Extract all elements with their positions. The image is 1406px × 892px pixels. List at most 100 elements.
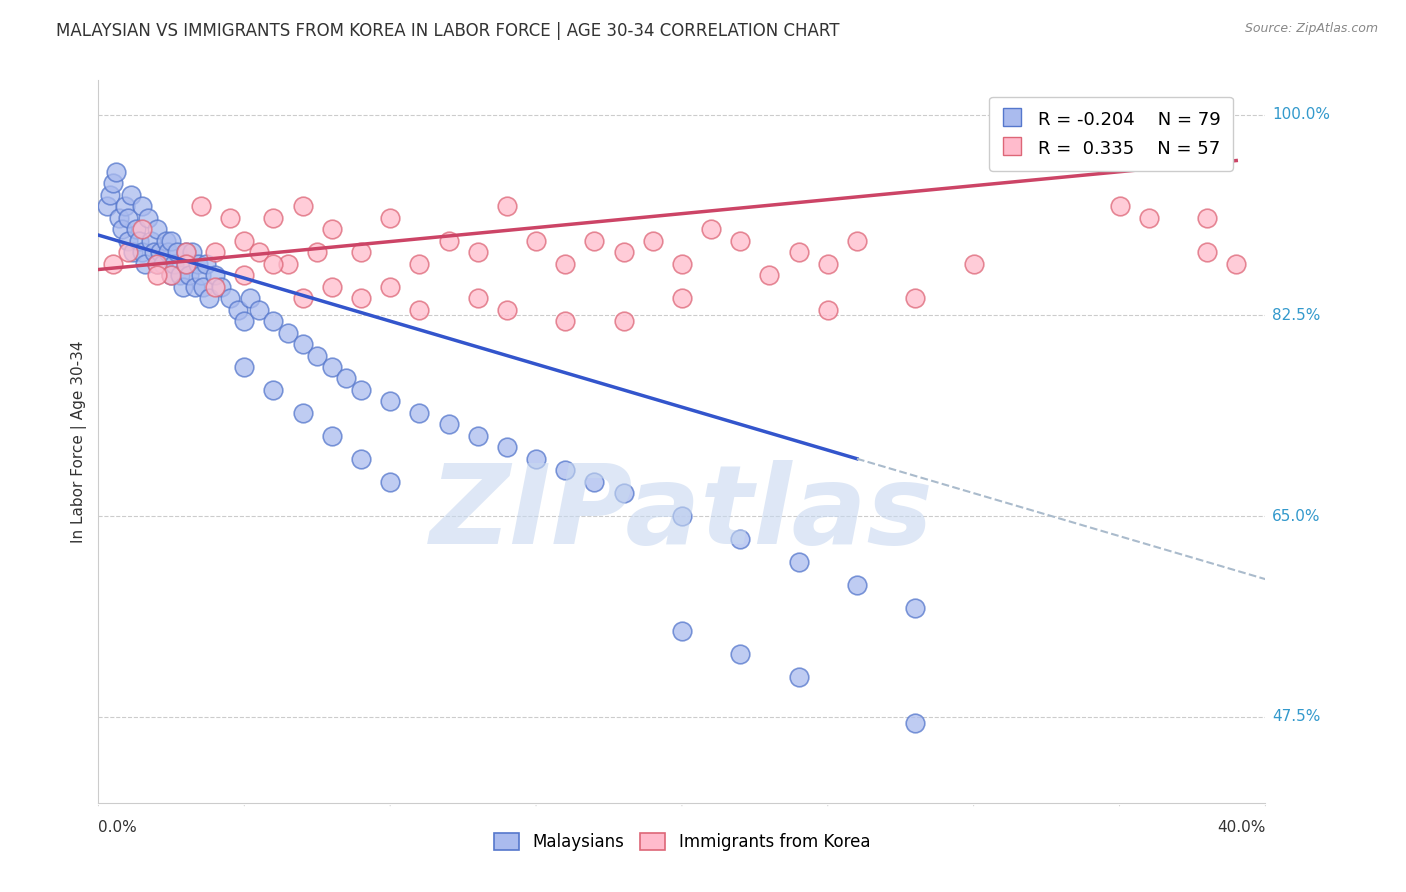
Point [193,279,215,293]
Point [1197,245,1219,260]
Point [149,245,172,260]
Point [174,245,197,260]
Point [117,211,139,225]
Point [730,532,752,546]
Point [125,222,148,236]
Point [146,268,169,283]
Point [101,257,124,271]
Point [787,555,810,569]
Point [1108,199,1130,213]
Point [263,314,285,328]
Point [131,222,153,236]
Point [160,268,183,283]
Point [233,268,256,283]
Point [291,199,314,213]
Point [101,177,124,191]
Point [291,406,314,420]
Point [380,211,402,225]
Point [730,234,752,248]
Point [817,257,839,271]
Point [1225,257,1247,271]
Point [169,268,191,283]
Point [204,245,226,260]
Point [163,257,186,271]
Text: 100.0%: 100.0% [1272,107,1330,122]
Point [730,647,752,661]
Point [380,279,402,293]
Point [108,211,131,225]
Point [146,222,169,236]
Point [195,257,218,271]
Point [904,715,927,730]
Text: 0.0%: 0.0% [98,820,138,835]
Point [122,245,145,260]
Point [467,245,489,260]
Text: ZIPatlas: ZIPatlas [430,460,934,567]
Point [146,257,169,271]
Point [408,406,430,420]
Point [198,291,221,305]
Point [277,257,299,271]
Point [263,383,285,397]
Point [187,257,209,271]
Text: 47.5%: 47.5% [1272,709,1320,724]
Point [160,234,183,248]
Point [437,234,460,248]
Point [700,222,723,236]
Point [846,578,869,592]
Point [524,234,547,248]
Point [247,302,270,317]
Point [111,222,134,236]
Point [152,257,174,271]
Point [671,291,693,305]
Point [247,245,270,260]
Point [1197,211,1219,225]
Point [131,199,153,213]
Point [174,257,197,271]
Point [117,245,139,260]
Point [583,475,606,489]
Point [350,291,373,305]
Point [758,268,780,283]
Point [496,199,519,213]
Point [496,302,519,317]
Text: 40.0%: 40.0% [1218,820,1265,835]
Point [120,188,142,202]
Point [104,165,127,179]
Point [228,302,250,317]
Point [307,349,329,363]
Point [671,257,693,271]
Point [846,234,869,248]
Point [128,234,150,248]
Point [613,314,636,328]
Point [380,475,402,489]
Y-axis label: In Labor Force | Age 30-34: In Labor Force | Age 30-34 [72,340,87,543]
Point [307,245,329,260]
Legend: Malaysians, Immigrants from Korea: Malaysians, Immigrants from Korea [485,825,879,860]
Point [350,451,373,466]
Point [321,279,343,293]
Point [1137,211,1160,225]
Point [98,188,121,202]
Point [321,429,343,443]
Point [218,291,240,305]
Point [139,234,162,248]
Point [174,257,197,271]
Text: 82.5%: 82.5% [1272,308,1320,323]
Point [204,279,226,293]
Point [380,394,402,409]
Point [183,279,205,293]
Point [408,257,430,271]
Point [787,670,810,684]
Point [335,371,357,385]
Point [263,211,285,225]
Point [142,245,165,260]
Point [524,451,547,466]
Point [166,245,188,260]
Point [321,222,343,236]
Point [962,257,984,271]
Point [671,509,693,524]
Point [583,234,606,248]
Point [160,268,183,283]
Text: Source: ZipAtlas.com: Source: ZipAtlas.com [1244,22,1378,36]
